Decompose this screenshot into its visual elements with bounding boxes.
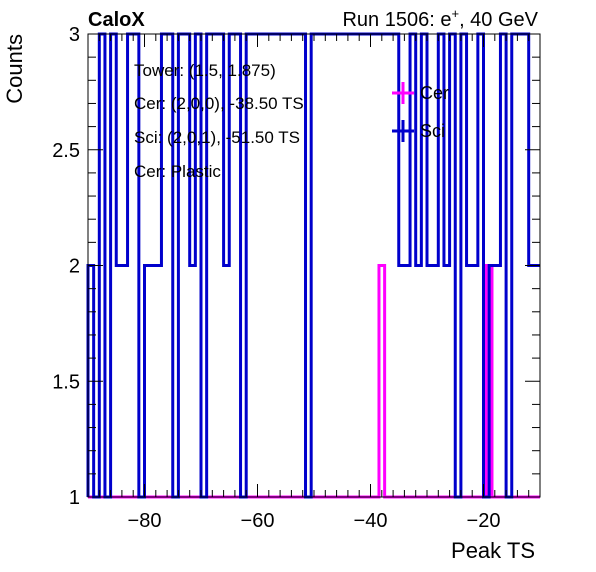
annotation-tower: Tower: (1.5, 1.875) [134, 61, 276, 80]
x-tick-label: −40 [354, 510, 388, 532]
run-label: Run 1506: e+, 40 GeV [342, 6, 538, 31]
annotation-sci-channel: Sci: (2,0,1), -51.50 TS [134, 128, 300, 147]
legend-entry-sci: Sci [392, 120, 445, 142]
legend-label-sci: Sci [420, 121, 445, 141]
x-tick-label: −20 [467, 510, 501, 532]
y-axis-title: Counts [2, 34, 27, 104]
y-tick-label: 1 [69, 487, 80, 509]
legend: Cer Sci [392, 82, 449, 142]
y-tick-label: 2.5 [52, 140, 80, 162]
x-tick-label: −60 [241, 510, 275, 532]
legend-label-cer: Cer [420, 83, 449, 103]
annotation-cer-material: Cer: Plastic [134, 162, 221, 181]
y-tick-label: 3 [69, 24, 80, 46]
legend-entry-cer: Cer [392, 82, 449, 104]
x-tick-label: −80 [128, 510, 162, 532]
annotations: Tower: (1.5, 1.875) Cer: (2,0,0), -38.50… [134, 61, 304, 181]
y-tick-label: 2 [69, 256, 80, 278]
annotation-cer-channel: Cer: (2,0,0), -38.50 TS [134, 94, 304, 113]
axes: −80 −60 −40 −20 1 1.5 2 2.5 3 [52, 24, 541, 532]
y-tick-label: 1.5 [52, 371, 80, 393]
x-axis-title: Peak TS [451, 538, 535, 563]
experiment-label: CaloX [88, 9, 145, 31]
